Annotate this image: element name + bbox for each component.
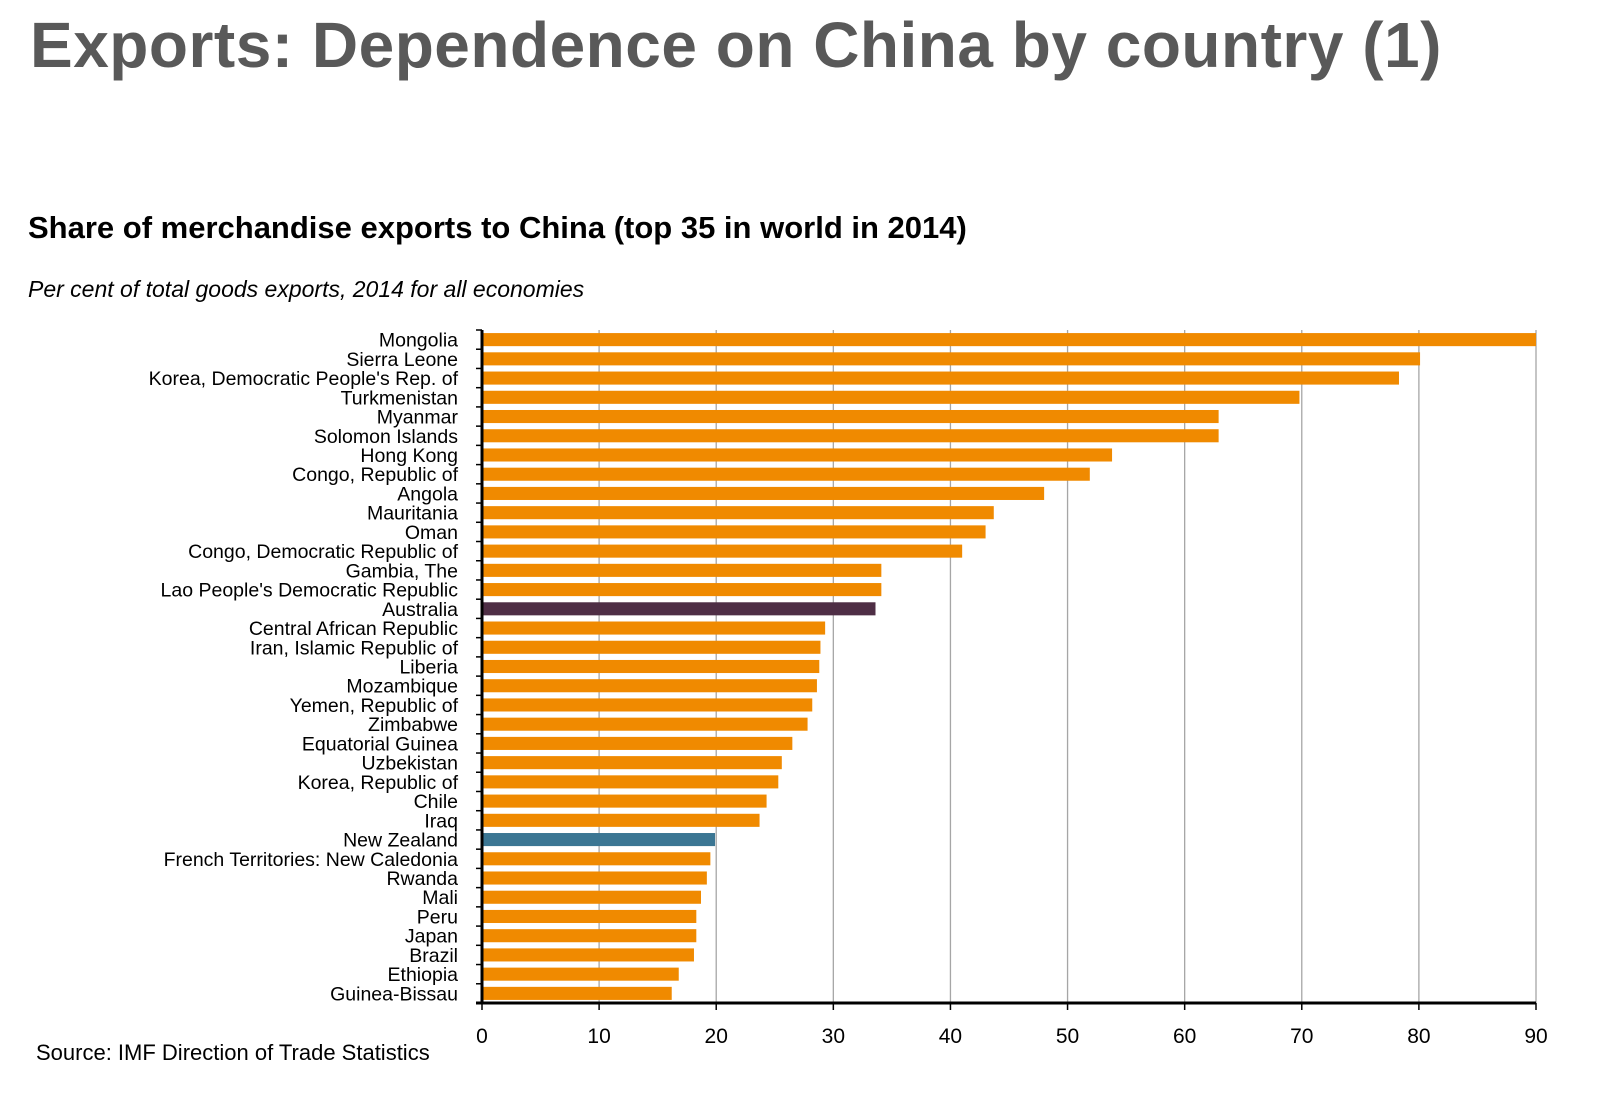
chart-subtitle: Per cent of total goods exports, 2014 fo… bbox=[28, 276, 585, 302]
category-label-mozambique: Mozambique bbox=[346, 676, 458, 698]
category-label-japan: Japan bbox=[405, 926, 458, 948]
page-title: Exports: Dependence on China by country … bbox=[30, 9, 1442, 81]
bar-french-territories-new-caledonia bbox=[482, 852, 711, 866]
axes bbox=[476, 329, 1537, 1010]
bar-zimbabwe bbox=[482, 717, 808, 731]
category-label-oman: Oman bbox=[405, 522, 458, 544]
bar-hong-kong bbox=[482, 448, 1113, 462]
bar-central-african-republic bbox=[482, 621, 826, 635]
category-label-peru: Peru bbox=[417, 906, 458, 928]
bar-gambia-the bbox=[482, 563, 882, 577]
x-tick-label-50: 50 bbox=[1056, 1025, 1079, 1048]
category-label-uzbekistan: Uzbekistan bbox=[362, 753, 458, 775]
bar-myanmar bbox=[482, 409, 1219, 424]
bar-sierra-leone bbox=[482, 352, 1421, 366]
category-label-new-zealand: New Zealand bbox=[343, 830, 458, 852]
category-label-congo-republic-of: Congo, Republic of bbox=[292, 464, 458, 486]
chart-title: Share of merchandise exports to China (t… bbox=[28, 210, 967, 245]
bar-chile bbox=[482, 794, 767, 808]
category-label-iran-islamic-republic-of: Iran, Islamic Republic of bbox=[250, 637, 459, 659]
category-label-zimbabwe: Zimbabwe bbox=[368, 714, 458, 736]
bar-turkmenistan bbox=[482, 390, 1300, 404]
category-label-mongolia: Mongolia bbox=[379, 330, 458, 352]
category-label-chile: Chile bbox=[414, 791, 458, 813]
category-label-turkmenistan: Turkmenistan bbox=[341, 387, 458, 409]
category-label-hong-kong: Hong Kong bbox=[360, 445, 458, 467]
x-tick-label-60: 60 bbox=[1173, 1025, 1196, 1048]
category-label-congo-democratic-republic-of: Congo, Democratic Republic of bbox=[188, 541, 458, 563]
bar-congo-democratic-republic-of bbox=[482, 544, 963, 558]
x-tick-label-20: 20 bbox=[705, 1025, 728, 1048]
category-label-rwanda: Rwanda bbox=[386, 868, 458, 890]
category-label-solomon-islands: Solomon Islands bbox=[314, 426, 458, 448]
bar-liberia bbox=[482, 659, 820, 674]
bar-rwanda bbox=[482, 871, 707, 885]
bar-japan bbox=[482, 929, 697, 943]
category-label-ethiopia: Ethiopia bbox=[388, 964, 459, 986]
bar-australia bbox=[482, 602, 876, 616]
category-label-angola: Angola bbox=[397, 483, 458, 505]
bar-guinea-bissau bbox=[482, 986, 672, 1000]
category-label-australia: Australia bbox=[382, 599, 458, 621]
source-note: Source: IMF Direction of Trade Statistic… bbox=[36, 1040, 430, 1065]
bar-korea-republic-of bbox=[482, 775, 779, 789]
bar-solomon-islands bbox=[482, 429, 1219, 443]
bar-mongolia bbox=[482, 333, 1536, 347]
bar-peru bbox=[482, 909, 697, 924]
bar-uzbekistan bbox=[482, 756, 782, 770]
bar-oman bbox=[482, 525, 986, 539]
category-label-korea-republic-of: Korea, Republic of bbox=[298, 772, 459, 794]
bar-mali bbox=[482, 890, 701, 904]
x-tick-label-30: 30 bbox=[822, 1025, 845, 1048]
bar-ethiopia bbox=[482, 967, 679, 981]
category-label-lao-people-s-democratic-republic: Lao People's Democratic Republic bbox=[161, 580, 459, 602]
category-label-iraq: Iraq bbox=[424, 810, 458, 832]
bar-mozambique bbox=[482, 679, 817, 693]
category-label-mauritania: Mauritania bbox=[367, 503, 458, 525]
bar-new-zealand bbox=[482, 833, 716, 847]
bar-yemen-republic-of bbox=[482, 698, 813, 712]
category-label-korea-democratic-people-s-rep-of: Korea, Democratic People's Rep. of bbox=[149, 368, 459, 390]
category-label-mali: Mali bbox=[422, 887, 458, 909]
x-tick-label-0: 0 bbox=[476, 1025, 488, 1048]
x-tick-label-40: 40 bbox=[939, 1025, 962, 1048]
category-label-gambia-the: Gambia, The bbox=[346, 560, 458, 582]
category-label-french-territories-new-caledonia: French Territories: New Caledonia bbox=[164, 849, 459, 871]
category-label-yemen-republic-of: Yemen, Republic of bbox=[290, 695, 459, 717]
bars bbox=[482, 333, 1536, 1000]
bar-brazil bbox=[482, 948, 694, 962]
bar-korea-democratic-people-s-rep-of bbox=[482, 371, 1399, 385]
bar-iran-islamic-republic-of bbox=[482, 640, 821, 654]
category-label-sierra-leone: Sierra Leone bbox=[346, 349, 458, 371]
bar-iraq bbox=[482, 813, 760, 827]
x-tick-label-70: 70 bbox=[1290, 1025, 1313, 1048]
x-tick-label-10: 10 bbox=[587, 1025, 610, 1048]
bar-lao-people-s-democratic-republic bbox=[482, 583, 882, 597]
category-label-guinea-bissau: Guinea-Bissau bbox=[330, 983, 458, 1005]
bar-angola bbox=[482, 486, 1045, 500]
x-tick-labels: 0 10 20 30 40 50 60 70 80 90 bbox=[476, 1025, 1548, 1048]
category-label-central-african-republic: Central African Republic bbox=[249, 618, 458, 640]
bar-mauritania bbox=[482, 506, 994, 520]
category-label-brazil: Brazil bbox=[409, 945, 458, 967]
bar-congo-republic-of bbox=[482, 467, 1090, 481]
category-label-equatorial-guinea: Equatorial Guinea bbox=[302, 733, 458, 755]
x-tick-label-90: 90 bbox=[1524, 1025, 1547, 1048]
category-label-myanmar: Myanmar bbox=[377, 407, 459, 429]
bar-equatorial-guinea bbox=[482, 736, 793, 750]
category-label-liberia: Liberia bbox=[399, 657, 458, 679]
x-tick-label-80: 80 bbox=[1407, 1025, 1430, 1048]
